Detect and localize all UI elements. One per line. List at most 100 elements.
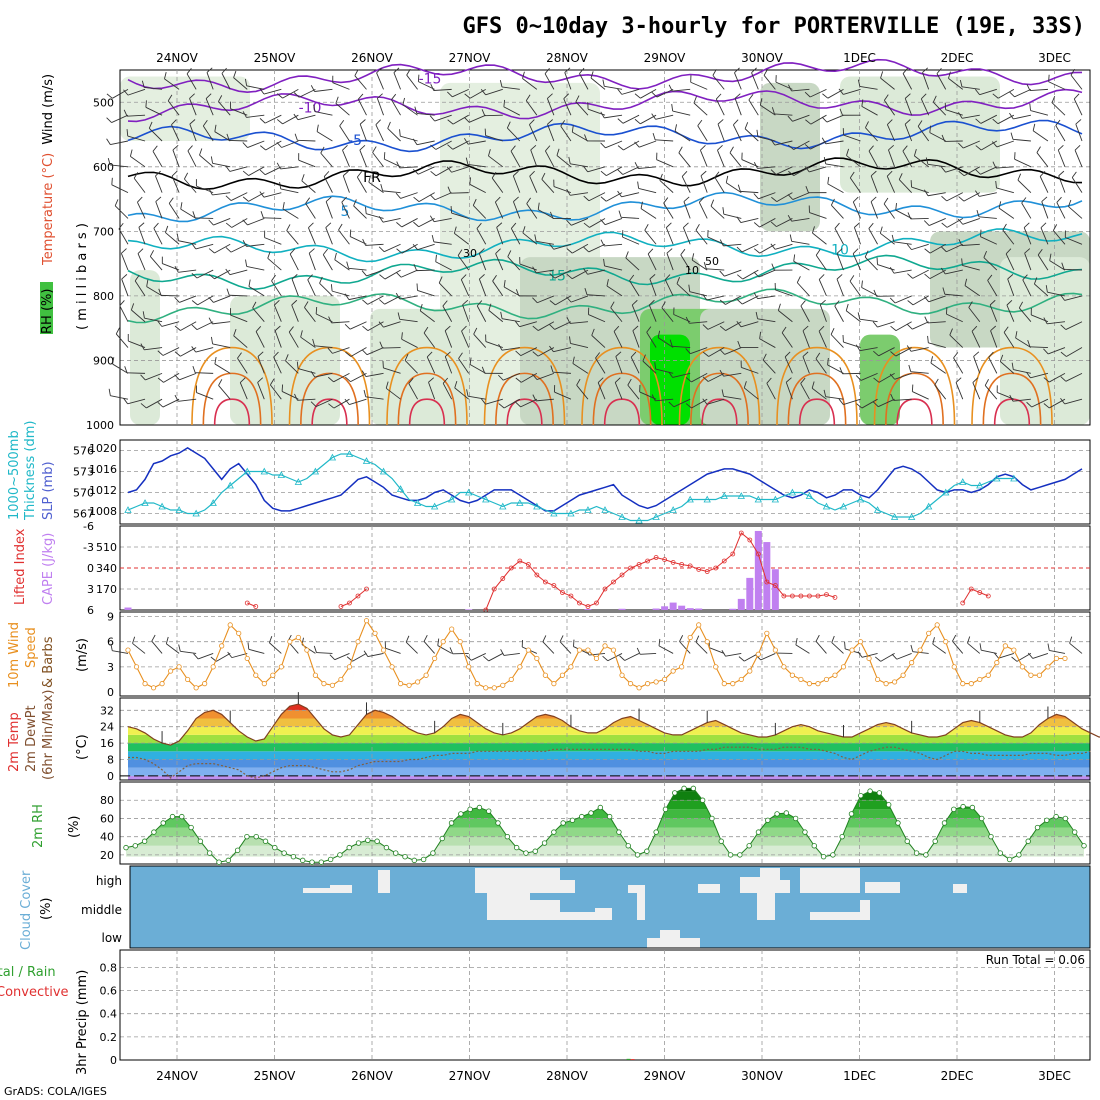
upper-wind-barb-flag <box>353 199 357 207</box>
upper-wind-barb-flag <box>549 243 554 250</box>
li-marker <box>253 604 259 609</box>
upper-wind-barb-flag <box>972 377 979 383</box>
rh-marker <box>644 848 650 854</box>
wind-speed-marker <box>968 681 974 687</box>
precip-label-a: Total / Rain <box>0 965 56 980</box>
wind-speed-marker <box>568 664 574 670</box>
upper-wind-barb-flag <box>515 401 521 408</box>
upper-wind-barb <box>700 175 708 193</box>
rh-marker <box>458 811 464 817</box>
upper-wind-barb <box>920 98 930 116</box>
upper-wind-barb-flag <box>948 71 951 79</box>
upper-wind-barb-flag <box>323 171 330 177</box>
upper-wind-barb <box>774 140 793 146</box>
upper-wind-barb <box>513 201 521 219</box>
upper-wind-barb-flag <box>930 356 934 364</box>
upper-wind-barb <box>247 140 265 148</box>
upper-wind-barb-flag <box>529 119 535 125</box>
rh-marker <box>290 854 297 860</box>
upper-wind-barb-flag <box>625 251 629 259</box>
upper-wind-barb <box>1075 123 1083 142</box>
upper-wind-barb <box>503 286 521 297</box>
upper-wind-barb <box>161 294 180 297</box>
rh-band <box>126 818 1084 828</box>
wind-speed-marker <box>355 639 361 645</box>
upper-wind-barb <box>331 290 350 297</box>
upper-wind-barb-flag <box>777 303 781 311</box>
upper-wind-barb <box>988 357 998 374</box>
wind-speed-marker <box>508 676 514 683</box>
upper-wind-barb-flag <box>999 354 1004 362</box>
upper-wind-barb-flag <box>1011 362 1014 370</box>
upper-wind-barb-flag <box>412 243 418 250</box>
temp-band <box>128 759 1090 768</box>
thickness-marker <box>942 488 950 496</box>
upper-wind-barb-flag <box>417 74 420 82</box>
upper-wind-barb <box>353 205 367 219</box>
upper-wind-barb <box>987 280 998 297</box>
warm-dome <box>408 398 446 426</box>
upper-wind-barb-flag <box>532 325 539 331</box>
rh-marker <box>672 790 678 796</box>
upper-wind-barb-flag <box>330 284 333 292</box>
upper-wind-barb-flag <box>174 265 179 273</box>
upper-wind-barb <box>1013 369 1031 374</box>
wind10-barb <box>998 652 1014 659</box>
rh-marker <box>439 835 445 842</box>
upper-wind-barb <box>655 139 674 142</box>
wind10-barb-flag <box>721 650 726 657</box>
upper-wind-barb-flag <box>294 393 298 401</box>
upper-wind-barb-flag <box>239 377 246 383</box>
upper-wind-barb <box>810 140 827 150</box>
upper-wind-barb <box>1002 229 1015 245</box>
isotherm-label: 15 <box>548 269 566 285</box>
upper-wind-barb-flag <box>191 346 197 353</box>
upper-wind-barb-flag <box>171 119 177 126</box>
upper-wind-barb <box>629 280 640 297</box>
upper-wind-barb <box>127 135 146 142</box>
upper-wind-barb-flag <box>286 224 291 231</box>
upper-wind-barb <box>781 332 793 348</box>
wind-ytick: 9 <box>107 611 114 624</box>
upper-wind-barb <box>433 218 452 223</box>
rh-marker <box>300 857 306 864</box>
upper-wind-barb-flag <box>148 121 153 129</box>
upper-wind-barb-flag <box>463 137 469 145</box>
rh-band <box>126 845 1084 857</box>
upper-wind-barb-flag <box>126 129 129 137</box>
upper-wind-barb-flag <box>852 196 859 203</box>
upper-wind-barb-flag <box>1071 171 1077 178</box>
upper-wind-barb <box>672 88 691 92</box>
upper-wind-barb-flag <box>322 248 328 255</box>
upper-wind-barb-flag <box>600 196 607 202</box>
upper-wind-barb-flag <box>495 248 501 254</box>
upper-wind-barb <box>473 333 487 348</box>
date-label-bottom: 1DEC <box>843 1069 876 1083</box>
li-marker <box>338 604 344 609</box>
wind-speed-marker <box>874 676 881 683</box>
upper-wind-barb-flag <box>743 381 747 389</box>
rh-band <box>126 809 1084 819</box>
upper-wind-barb <box>800 305 810 322</box>
upper-wind-barb <box>946 218 963 228</box>
upper-wind-barb-flag <box>955 377 962 383</box>
upper-wind-barb-flag <box>1026 371 1031 379</box>
upper-wind-barb-flag <box>941 222 948 228</box>
upper-wind-barb-flag <box>498 374 504 381</box>
upper-wind-barb <box>849 177 861 193</box>
upper-wind-barb <box>740 190 759 194</box>
upper-wind-barb-flag <box>770 169 777 175</box>
thick-frame <box>119 439 1091 525</box>
upper-wind-barb-flag <box>308 222 314 229</box>
wind10-barb-flag <box>1011 656 1018 662</box>
upper-wind-barb-flag <box>225 165 231 172</box>
rh-marker <box>588 810 594 816</box>
cloud-block <box>865 882 900 893</box>
rh-marker <box>160 820 166 826</box>
upper-wind-barb <box>827 183 844 194</box>
upper-wind-barb-flag <box>992 93 999 99</box>
upper-wind-barb-flag <box>583 222 590 228</box>
rh-legend-swatch <box>40 282 53 334</box>
upper-wind-barb-flag <box>600 142 606 149</box>
